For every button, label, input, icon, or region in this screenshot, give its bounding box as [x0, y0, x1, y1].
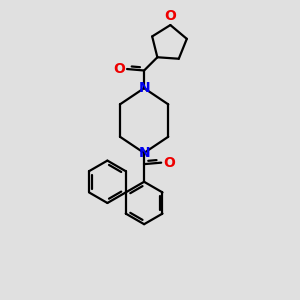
Text: N: N [138, 146, 150, 160]
Text: N: N [138, 81, 150, 95]
Text: O: O [164, 156, 175, 170]
Text: O: O [113, 62, 125, 76]
Text: O: O [164, 9, 176, 23]
